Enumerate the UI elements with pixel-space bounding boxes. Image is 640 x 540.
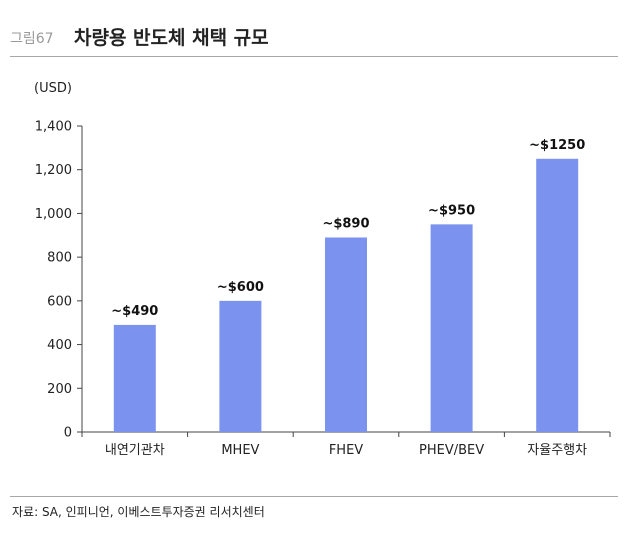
y-tick-label: 0 xyxy=(64,426,72,441)
figure-title: 차량용 반도체 채택 규모 xyxy=(74,27,269,49)
bar xyxy=(536,158,579,433)
x-tick-label: MHEV xyxy=(221,443,259,458)
bar xyxy=(219,300,262,432)
data-label: ~$1250 xyxy=(529,138,585,153)
data-label: ~$950 xyxy=(428,203,475,218)
x-tick-label: 자율주행차 xyxy=(527,442,587,458)
data-labels: ~$490 ~$600 ~$890 ~$950 ~$1250 xyxy=(111,138,585,319)
bar-series xyxy=(113,158,579,433)
source-note: 자료: SA, 인피니언, 이베스트투자증권 리서치센터 xyxy=(12,505,265,519)
x-tick-label: FHEV xyxy=(329,443,363,458)
y-tick-label: 400 xyxy=(47,338,72,353)
y-tick-label: 1,000 xyxy=(35,207,72,222)
y-tick-label: 200 xyxy=(47,382,72,397)
bar xyxy=(325,237,367,432)
data-label: ~$890 xyxy=(322,216,369,231)
figure-number: 그림67 xyxy=(10,31,54,47)
x-tick-label: 내연기관차 xyxy=(105,443,165,458)
footer-divider xyxy=(10,496,618,497)
x-tick-label: PHEV/BEV xyxy=(419,443,484,458)
y-tick-label: 600 xyxy=(47,294,72,309)
bar xyxy=(113,324,156,432)
bar xyxy=(430,224,473,432)
header-divider xyxy=(10,56,618,57)
y-tick-label: 1,400 xyxy=(35,120,72,135)
y-tick-label: 1,200 xyxy=(35,163,72,178)
y-tick-label: 800 xyxy=(47,251,72,266)
y-axis-unit: (USD) xyxy=(34,81,72,96)
figure-header: 그림67 차량용 반도체 채택 규모 xyxy=(10,20,620,50)
x-axis: 내연기관차 MHEV FHEV PHEV/BEV 자율주행차 xyxy=(81,431,611,458)
data-label: ~$490 xyxy=(111,304,158,319)
data-label: ~$600 xyxy=(217,280,264,295)
y-axis: 0 200 400 600 800 1,000 1,200 1,400 xyxy=(35,120,83,441)
